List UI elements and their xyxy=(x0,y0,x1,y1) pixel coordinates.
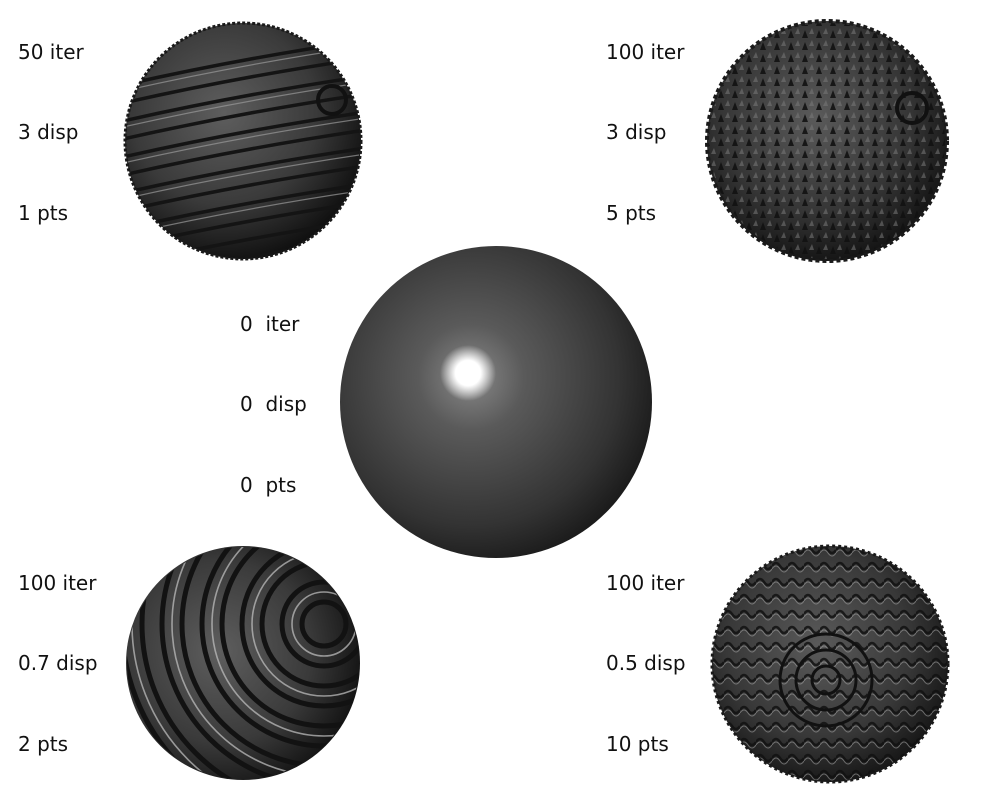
disp-label: 0.7 disp xyxy=(18,651,98,675)
iter-label: 100 iter xyxy=(606,571,685,595)
pts-label: 2 pts xyxy=(18,732,69,756)
pts-label: 1 pts xyxy=(18,201,69,225)
disp-label: 3 disp xyxy=(606,120,667,144)
pts-label: 0 pts xyxy=(240,473,297,497)
sphere-center xyxy=(340,246,652,558)
sphere-bottom-left xyxy=(126,546,360,780)
pts-label: 5 pts xyxy=(606,201,657,225)
iter-label: 0 iter xyxy=(240,312,300,336)
iter-label: 100 iter xyxy=(18,571,97,595)
disp-label: 0.5 disp xyxy=(606,651,686,675)
sphere-top-left xyxy=(123,21,363,261)
disp-label: 3 disp xyxy=(18,120,79,144)
iter-label: 50 iter xyxy=(18,40,84,64)
pts-label: 10 pts xyxy=(606,732,669,756)
specular-highlight xyxy=(440,345,496,401)
disp-label: 0 disp xyxy=(240,392,307,416)
sphere-bottom-right xyxy=(710,544,950,784)
iter-label: 100 iter xyxy=(606,40,685,64)
sphere-top-right xyxy=(705,19,949,263)
